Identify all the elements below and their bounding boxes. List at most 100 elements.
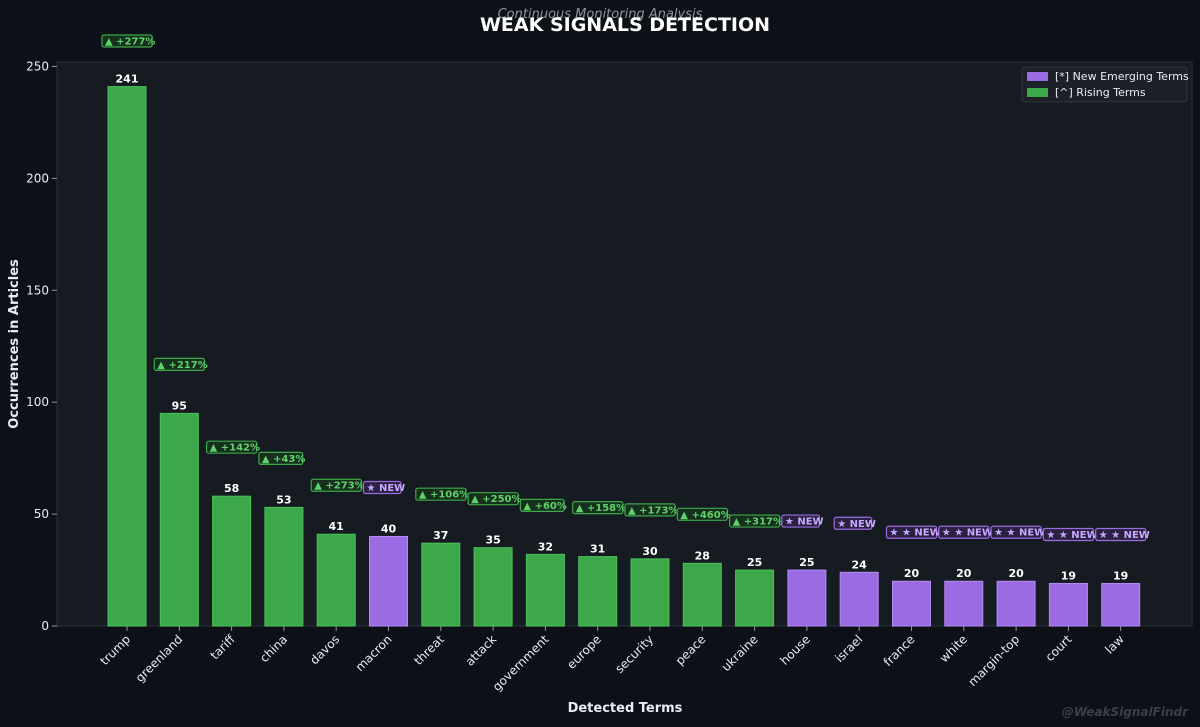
x-tick-label-house: house: [778, 632, 813, 667]
badge-box-china: [258, 451, 304, 465]
x-axis: trump greenland tariff china davos macron thre…: [97, 626, 1127, 694]
y-tick-label: 100: [26, 395, 49, 409]
bar-france: [892, 580, 931, 627]
value-label-israel: 24: [852, 558, 868, 571]
badge-house: ★ NEW: [785, 517, 824, 528]
bar-ukraine: [735, 569, 775, 627]
legend-box: [1021, 66, 1188, 103]
value-label-white: 20: [956, 567, 972, 580]
badge-attack: ▲ +250%: [471, 494, 521, 505]
value-label-china: 53: [276, 493, 291, 506]
x-tick-label-peace: peace: [673, 632, 709, 668]
value-label-france: 20: [904, 567, 920, 580]
badge-box-ukraine: [728, 514, 781, 528]
watermark: @WeakSignalFindr: [1062, 705, 1189, 719]
badge-macron: ★ NEW: [367, 483, 406, 494]
bar-europe: [578, 556, 618, 627]
badge-box-law: [1095, 527, 1147, 542]
value-label-government: 32: [538, 540, 553, 553]
badge-trump: ▲ +277%: [105, 37, 155, 48]
value-label-attack: 35: [485, 534, 500, 547]
value-label-trump: 241: [116, 73, 139, 86]
x-axis-label: Detected Terms: [568, 701, 683, 716]
y-tick-label: 0: [41, 619, 49, 633]
bar-law: [1101, 582, 1141, 627]
value-label-macron: 40: [381, 522, 397, 535]
value-label-court: 19: [1061, 569, 1076, 582]
badge-box-house: [781, 514, 821, 528]
x-tick-label-law: law: [1102, 632, 1127, 657]
x-tick-label-davos: davos: [307, 632, 342, 667]
badge-box-davos: [310, 478, 362, 492]
value-label-ukraine: 25: [747, 556, 762, 569]
badge-threat: ▲ +106%: [419, 490, 469, 501]
badge-davos: ▲ +273%: [314, 481, 364, 492]
chart-subtitle: Continuous Monitoring Analysis: [498, 7, 703, 22]
bar-threat: [421, 542, 461, 627]
x-tick-label-white: white: [937, 632, 970, 665]
bar-peace: [682, 562, 722, 627]
badge-margin-top: ★ ★ NEW: [994, 528, 1045, 539]
y-tick-label: 200: [26, 171, 49, 185]
value-label-tariff: 58: [224, 482, 239, 495]
bar-greenland: [159, 412, 199, 627]
value-label-security: 30: [642, 545, 658, 558]
badge-security: ▲ +173%: [628, 505, 678, 516]
value-label-greenland: 95: [172, 399, 187, 412]
x-tick-label-security: security: [612, 632, 656, 676]
y-axis: 0 50 100 150 200 250: [26, 59, 57, 633]
badge-tariff: ▲ +142%: [210, 443, 260, 454]
badge-israel: ★ NEW: [837, 519, 876, 530]
badge-box-margin-top: [990, 525, 1042, 539]
badge-box-europe: [572, 501, 624, 515]
x-tick-label-attack: attack: [463, 632, 500, 669]
badge-court: ★ ★ NEW: [1046, 530, 1097, 541]
bar-israel: [839, 571, 879, 627]
bars: [107, 86, 1141, 627]
badge-box-macron: [362, 480, 402, 495]
value-label-peace: 28: [695, 549, 710, 562]
badge-box-israel: [833, 516, 873, 530]
value-label-threat: 37: [433, 529, 448, 542]
bar-court: [1048, 582, 1088, 627]
y-tick-label: 50: [34, 507, 49, 521]
bar-white: [944, 580, 984, 627]
x-tick-label-trump: trump: [97, 632, 133, 668]
value-labels: 241 95 58 53 41 40 37 35 32 31 30 28 25 25 24 20 20 20 19 1…: [116, 73, 1129, 583]
x-tick-label-tariff: tariff: [208, 632, 239, 663]
y-tick-label: 150: [26, 283, 49, 297]
bar-davos: [316, 533, 356, 627]
x-tick-label-threat: threat: [411, 632, 447, 668]
bar-macron: [369, 535, 408, 627]
x-tick-label-court: court: [1043, 632, 1075, 664]
value-label-law: 19: [1113, 569, 1128, 582]
badge-greenland: ▲ +217%: [157, 360, 207, 371]
badge-box-peace: [676, 507, 728, 521]
badge-white: ★ ★ NEW: [942, 528, 993, 539]
badge-box-security: [624, 503, 676, 517]
badge-box-france: [885, 525, 938, 539]
badge-box-greenland: [153, 357, 206, 371]
legend-swatch-new: [1027, 72, 1048, 81]
badge-box-government: [519, 498, 565, 512]
y-tick-label: 250: [26, 59, 49, 73]
badge-china: ▲ +43%: [262, 454, 306, 465]
x-tick-label-europe: europe: [564, 632, 604, 672]
value-label-margin-top: 20: [1008, 567, 1024, 580]
badge-box-trump: [101, 34, 153, 48]
y-axis-label: Occurrences in Articles: [7, 259, 22, 429]
legend-swatch-rising: [1027, 88, 1048, 97]
badge-box-attack: [467, 492, 519, 506]
badge-box-white: [938, 525, 990, 539]
value-label-house: 25: [799, 556, 814, 569]
legend-label-rising: [^] Rising Terms: [1055, 86, 1146, 99]
x-tick-label-margin-top: margin-top: [965, 632, 1022, 689]
x-tick-label-ukraine: ukraine: [719, 632, 761, 674]
trend-badges: ▲ +277%▲ +217%▲ +142%▲ +43%▲ +273% ★ NEW▲…: [101, 34, 1150, 542]
badge-law: ★ ★ NEW: [1099, 530, 1150, 541]
value-label-davos: 41: [329, 520, 344, 533]
bar-tariff: [212, 495, 252, 627]
x-tick-label-macron: macron: [353, 632, 395, 674]
bar-china: [264, 506, 304, 627]
bar-attack: [473, 547, 513, 627]
